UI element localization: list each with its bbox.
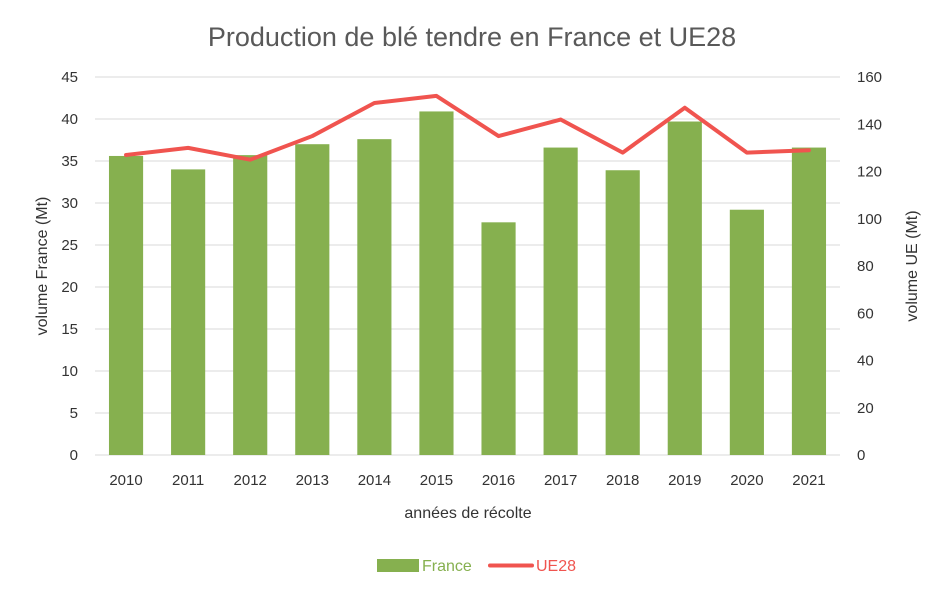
x-tick-label: 2015 (420, 472, 453, 489)
y-tick-label: 25 (61, 237, 78, 254)
x-tick-label: 2019 (668, 472, 701, 489)
y-tick-label: 35 (61, 153, 78, 170)
y2-tick-label: 100 (857, 211, 882, 228)
y-tick-label: 10 (61, 363, 78, 380)
y2-tick-label: 20 (857, 400, 874, 417)
x-tick-label: 2020 (730, 472, 763, 489)
y-tick-label: 15 (61, 321, 78, 338)
y-tick-label: 45 (61, 69, 78, 86)
y-tick-label: 30 (61, 195, 78, 212)
y2-tick-label: 40 (857, 353, 874, 370)
y2-tick-label: 140 (857, 116, 882, 133)
y-axis-label: volume France (Mt) (34, 197, 51, 336)
bar-france-2017 (543, 147, 578, 455)
bar-france-2021 (791, 147, 827, 455)
right-axis-ticks: 0 20 40 60 80 100 120 140 160 (857, 69, 882, 464)
legend-france-swatch (377, 559, 419, 572)
x-tick-label: 2016 (482, 472, 515, 489)
grid-lines (95, 76, 840, 456)
bar-france-2016 (481, 222, 516, 455)
ue28-line-layer (124, 93, 811, 162)
x-tick-label: 2017 (544, 472, 577, 489)
bar-france-2010 (108, 155, 144, 455)
bar-france-2019 (667, 121, 702, 456)
y2-tick-label: 120 (857, 164, 882, 181)
y2-axis-label: volume UE (Mt) (904, 210, 921, 321)
x-axis-label: années de récolte (404, 505, 531, 522)
bar-france-2013 (295, 144, 330, 455)
x-tick-label: 2021 (792, 472, 825, 489)
x-tick-label: 2012 (234, 472, 267, 489)
legend-france-label: France (422, 558, 472, 575)
y2-tick-label: 160 (857, 69, 882, 86)
y2-tick-label: 80 (857, 258, 874, 275)
x-axis-ticks: 2010 2011 2012 2013 2014 2015 2016 2017 2018 2019… (109, 472, 825, 489)
legend: France UE28 (377, 558, 576, 575)
bar-france-2014 (357, 139, 392, 455)
y2-tick-label: 0 (857, 447, 865, 464)
y-tick-label: 40 (61, 111, 78, 128)
bar-france-2018 (605, 170, 640, 456)
x-tick-label: 2018 (606, 472, 639, 489)
bar-france-2015 (419, 111, 454, 455)
y-tick-label: 5 (70, 405, 78, 422)
bar-france-2012 (233, 155, 268, 455)
x-tick-label: 2010 (109, 472, 142, 489)
chart-title: Production de blé tendre en France et UE… (208, 22, 736, 52)
y-tick-label: 0 (70, 447, 78, 464)
y-tick-label: 20 (61, 279, 78, 296)
y2-tick-label: 60 (857, 305, 874, 322)
line-ue28 (124, 93, 811, 162)
france-bars (108, 111, 827, 456)
bar-france-2020 (729, 209, 764, 455)
left-axis-ticks: 0 5 10 15 20 25 30 35 40 45 (61, 69, 78, 464)
x-tick-label: 2011 (172, 472, 204, 489)
bar-france-2011 (171, 169, 206, 455)
x-tick-label: 2014 (358, 472, 391, 489)
x-tick-label: 2013 (296, 472, 329, 489)
legend-ue28-label: UE28 (536, 558, 576, 575)
